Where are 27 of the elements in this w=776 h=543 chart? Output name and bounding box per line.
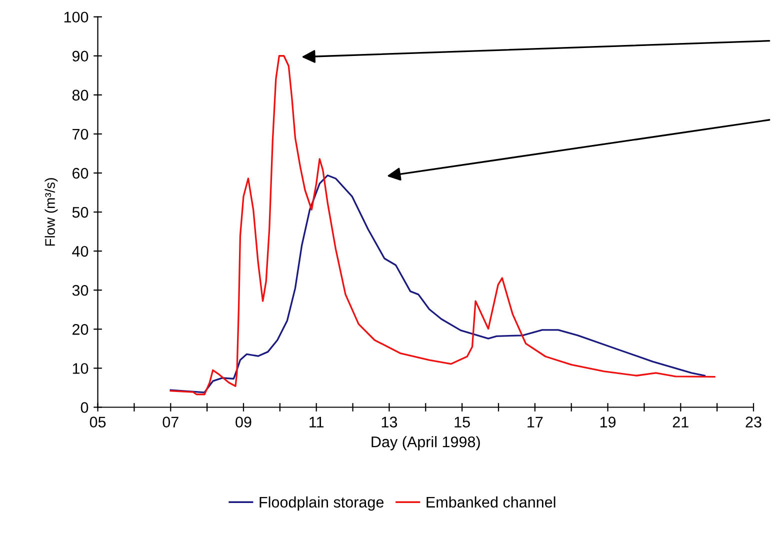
- y-tick-label: 40: [72, 246, 88, 257]
- x-tick-label: 07: [162, 416, 178, 428]
- x-tick-label: 11: [310, 416, 324, 428]
- x-tick-label: 21: [672, 416, 688, 428]
- y-tick-label: 80: [72, 90, 88, 101]
- x-tick-label: 05: [90, 416, 106, 428]
- x-tick-label: 19: [600, 416, 616, 428]
- y-tick-label: 90: [72, 50, 88, 62]
- line-series: [170, 174, 706, 394]
- x-tick-label: 17: [528, 416, 543, 428]
- x-axis-title: Day (April 1998): [372, 436, 480, 450]
- legend-label: Embanked channel: [426, 496, 556, 508]
- x-tick-label: 15: [454, 416, 470, 428]
- y-tick-label: 20: [72, 324, 88, 335]
- legend-label: Floodplain storage: [260, 496, 384, 511]
- x-tick-label: 13: [382, 416, 398, 428]
- y-tick-label: 0: [80, 402, 88, 413]
- x-tick-label: 09: [236, 416, 252, 428]
- y-tick-label: 50: [72, 206, 88, 218]
- x-tick-label: 23: [746, 416, 762, 428]
- y-tick-label: 100: [64, 12, 88, 23]
- y-axis-title: Flow (m³/s): [44, 178, 58, 246]
- y-tick-label: 30: [72, 284, 88, 296]
- y-tick-label: 60: [72, 168, 88, 179]
- line-series: [170, 55, 716, 396]
- y-tick-label: 10: [72, 363, 88, 374]
- y-tick-label: 70: [72, 128, 88, 140]
